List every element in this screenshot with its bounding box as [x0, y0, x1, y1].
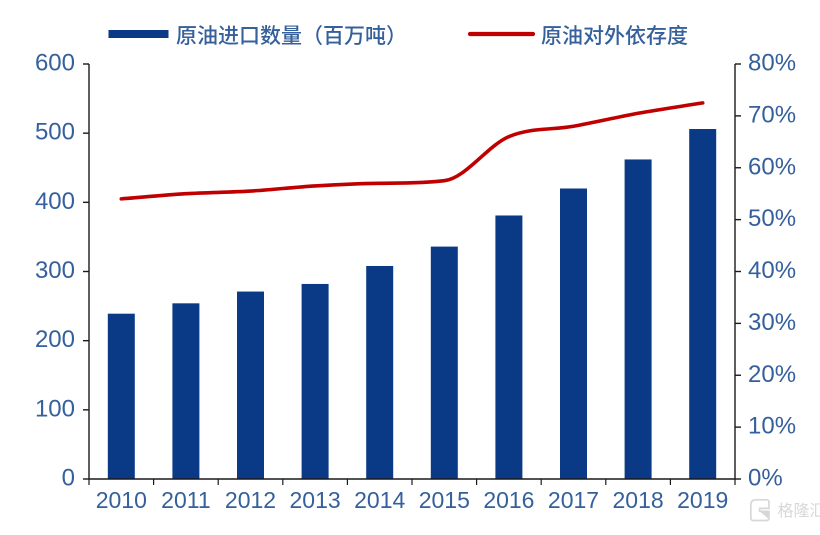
svg-text:70%: 70% — [748, 101, 796, 128]
svg-text:600: 600 — [35, 50, 75, 77]
svg-text:500: 500 — [35, 119, 75, 146]
svg-text:2014: 2014 — [354, 487, 405, 513]
svg-text:2017: 2017 — [548, 487, 599, 513]
svg-text:100: 100 — [35, 395, 75, 422]
svg-text:原油进口数量（百万吨）: 原油进口数量（百万吨） — [176, 25, 407, 48]
svg-text:2010: 2010 — [96, 487, 147, 513]
svg-text:200: 200 — [35, 326, 75, 353]
svg-text:400: 400 — [35, 188, 75, 215]
svg-text:80%: 80% — [748, 50, 796, 77]
svg-text:20%: 20% — [748, 361, 796, 388]
svg-text:30%: 30% — [748, 309, 796, 336]
svg-text:格隆汇: 格隆汇 — [778, 497, 820, 521]
svg-text:2019: 2019 — [677, 487, 728, 513]
svg-text:50%: 50% — [748, 205, 796, 232]
svg-text:2018: 2018 — [613, 487, 664, 513]
svg-text:2016: 2016 — [483, 487, 534, 513]
svg-text:2013: 2013 — [290, 487, 341, 513]
svg-text:0%: 0% — [748, 465, 783, 492]
svg-text:60%: 60% — [748, 153, 796, 180]
svg-text:40%: 40% — [748, 257, 796, 284]
svg-text:2012: 2012 — [225, 487, 276, 513]
svg-text:2015: 2015 — [419, 487, 470, 513]
svg-text:0: 0 — [62, 465, 75, 492]
svg-text:300: 300 — [35, 257, 75, 284]
svg-text:原油对外依存度: 原油对外依存度 — [541, 25, 688, 48]
svg-text:2011: 2011 — [161, 487, 210, 513]
svg-text:10%: 10% — [748, 413, 796, 440]
